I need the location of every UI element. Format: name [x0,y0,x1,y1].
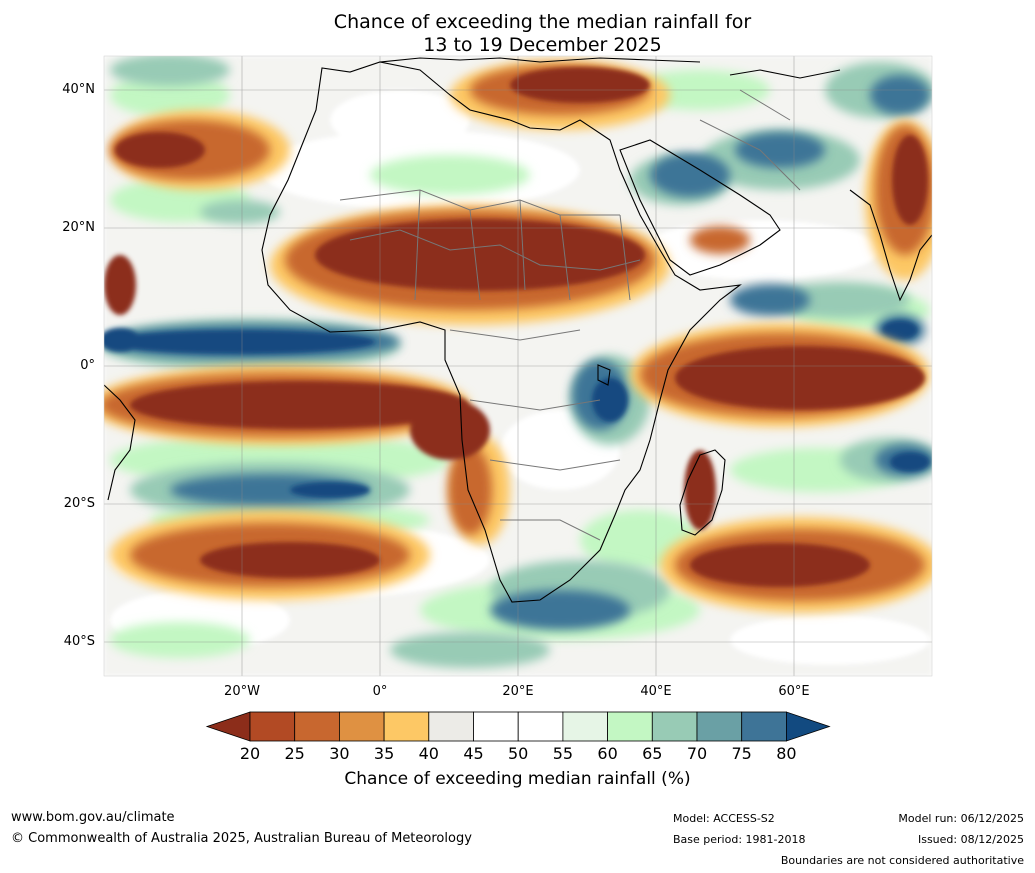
lon-label-20w: 20°W [224,684,260,699]
website-url: www.bom.gov.au/climate [11,810,175,825]
colorbar-tick-label: 75 [731,744,752,763]
lon-label-0: 0° [372,684,388,699]
colorbar-tick-label: 50 [508,744,529,763]
colorbar-tick-label: 60 [597,744,618,763]
colorbar-tick-label: 55 [552,744,574,763]
colorbar-tick-label: 45 [463,744,484,763]
copyright-notice: © Commonwealth of Australia 2025, Austra… [11,831,472,846]
issued-date: Issued: 08/12/2025 [917,833,1024,846]
base-period: Base period: 1981-2018 [673,833,806,846]
lat-label-40n: 40°N [62,82,95,97]
lon-label-40e: 40°E [640,684,672,699]
boundaries-disclaimer: Boundaries are not considered authoritat… [780,854,1024,867]
model-run-date: Model run: 06/12/2025 [898,812,1024,825]
colorbar-tick-label: 65 [642,744,663,763]
colorbar-tick-label: 80 [776,744,797,763]
colorbar-tick-label: 70 [686,744,708,763]
colorbar-label: Chance of exceeding median rainfall (%) [344,769,691,789]
field-wet-max [104,320,930,498]
lat-label-20s: 20°S [63,496,95,511]
lat-label-0: 0° [80,358,95,373]
graticule [104,56,932,676]
colorbar-tick-label: 20 [239,744,261,763]
coastlines [104,57,932,603]
colorbar-tick-label: 40 [418,744,439,763]
colorbar-tick-label: 35 [373,744,395,763]
map-title-line2: 13 to 19 December 2025 [423,34,662,56]
map-title-line1: Chance of exceeding the median rainfall … [333,11,752,33]
lon-label-60e: 60°E [778,684,810,699]
colorbar-tick-label: 30 [329,744,350,763]
model-name: Model: ACCESS-S2 [673,812,775,825]
country-boundaries [339,89,801,541]
lon-label-20e: 20°E [502,684,534,699]
colorbar-tick-label: 25 [284,744,305,763]
lat-label-20n: 20°N [62,220,95,235]
lat-label-40s: 40°S [63,634,95,649]
